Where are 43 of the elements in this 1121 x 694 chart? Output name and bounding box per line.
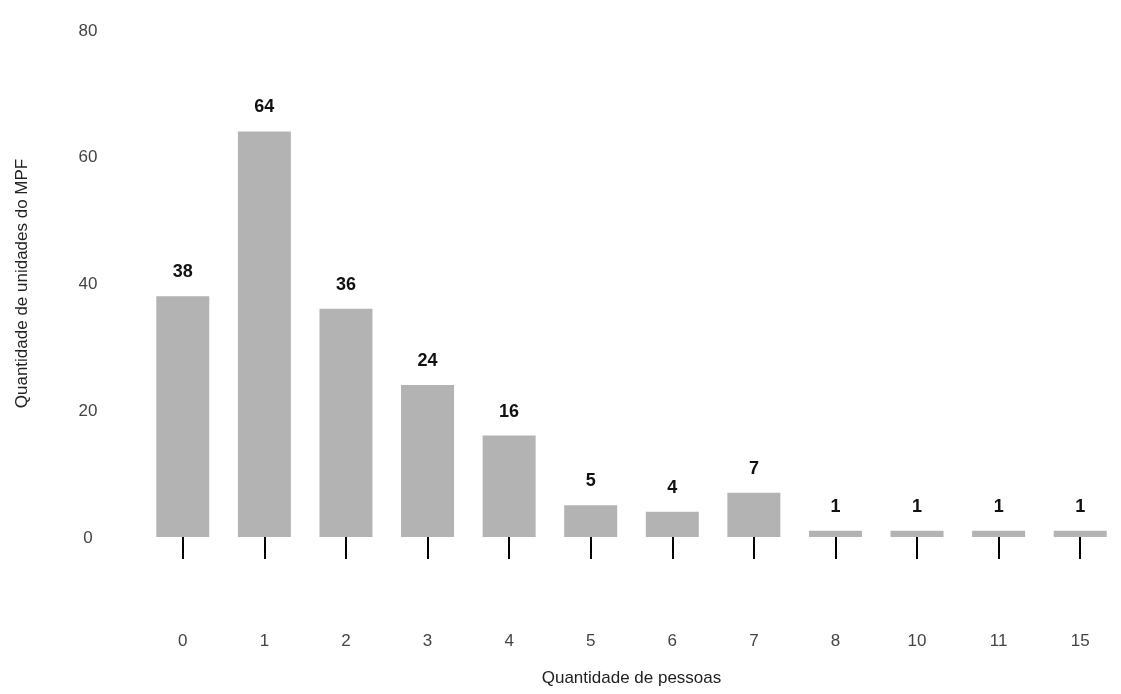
x-tick-label: 10 — [907, 631, 927, 650]
data-label: 4 — [667, 476, 678, 497]
data-label: 36 — [335, 273, 356, 294]
bar — [156, 296, 210, 537]
x-tick-label: 11 — [989, 631, 1008, 650]
x-tick-label: 6 — [667, 631, 678, 650]
x-tick-label: 1 — [259, 631, 270, 650]
bar — [808, 530, 862, 537]
data-label: 1 — [993, 495, 1004, 516]
bar — [1053, 530, 1107, 537]
y-tick-label: 60 — [78, 147, 98, 167]
x-tick-label: 15 — [1070, 631, 1090, 650]
x-tick-label: 0 — [178, 631, 188, 650]
x-tick-label: 4 — [504, 631, 514, 650]
data-label: 5 — [585, 470, 596, 491]
bar — [482, 435, 536, 537]
data-label: 1 — [830, 495, 841, 516]
x-tick-label: 8 — [830, 631, 841, 650]
y-tick-label: 40 — [78, 274, 98, 293]
y-tick-label: 0 — [83, 527, 93, 547]
bar — [727, 492, 781, 537]
bar — [645, 511, 699, 537]
data-label: 64 — [254, 96, 275, 117]
data-label: 16 — [499, 400, 520, 421]
bar — [319, 308, 373, 537]
x-axis-title: Quantidade de pessoas — [541, 668, 722, 687]
y-axis-title: Quantidade de unidades do MPF — [12, 158, 31, 409]
data-label: 38 — [172, 261, 193, 282]
x-tick-label: 3 — [422, 631, 433, 650]
bar — [401, 384, 455, 537]
bar — [237, 131, 291, 537]
x-tick-label: 5 — [585, 631, 596, 650]
x-tick-label: 7 — [749, 631, 759, 650]
bar — [972, 530, 1026, 537]
data-label: 24 — [417, 349, 438, 370]
y-tick-label: 80 — [78, 20, 98, 40]
data-label: 1 — [1075, 495, 1086, 516]
data-label: 1 — [912, 495, 923, 516]
data-label: 7 — [748, 457, 759, 478]
bar — [564, 505, 618, 537]
bar — [890, 530, 944, 537]
x-tick-label: 2 — [341, 631, 351, 650]
y-tick-label: 20 — [78, 400, 98, 420]
